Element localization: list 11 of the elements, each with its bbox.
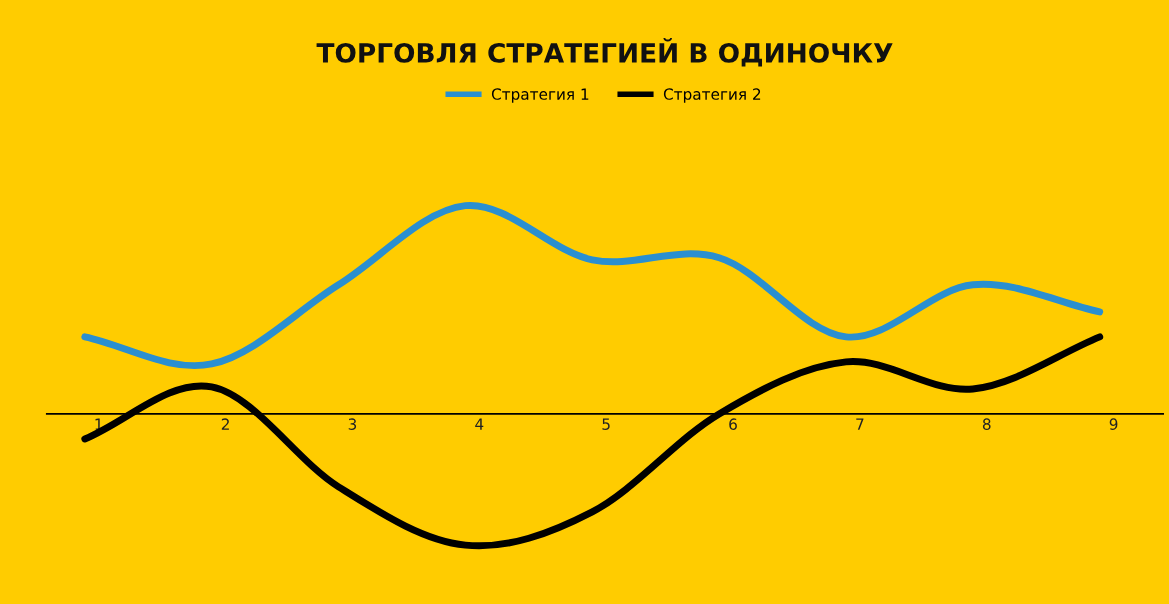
legend-label: Стратегия 1 <box>491 88 589 103</box>
legend-label: Стратегия 2 <box>663 88 761 103</box>
x-tick-label: 9 <box>1109 418 1118 430</box>
x-tick-label: 2 <box>221 418 229 430</box>
x-tick-label: 4 <box>475 418 484 430</box>
x-tick-label: 8 <box>982 418 991 430</box>
x-tick-label: 3 <box>348 418 357 430</box>
x-tick-label: 6 <box>729 418 737 430</box>
x-tick-label: 7 <box>856 418 864 430</box>
x-tick-label: 5 <box>602 418 610 430</box>
chart-title: ТОРГОВЛЯ СТРАТЕГИЕЙ В ОДИНОЧКУ <box>316 38 893 67</box>
